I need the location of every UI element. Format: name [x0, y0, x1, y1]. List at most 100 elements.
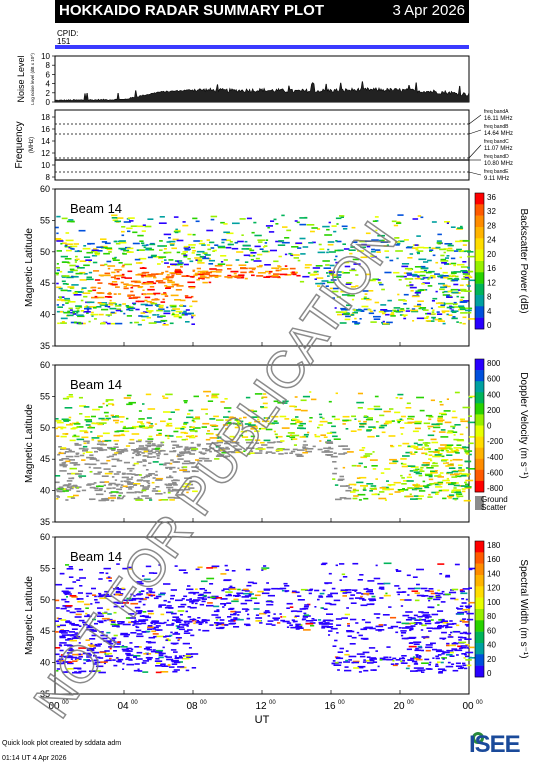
colorbar-segment: [475, 238, 484, 250]
freq-band-freq: 11.07 MHz: [484, 146, 513, 152]
lat-ytick-label: 40: [40, 486, 50, 496]
lat-ytick-label: 55: [40, 215, 50, 225]
scatter-cells: [55, 390, 476, 502]
colorbar-segment: [475, 643, 484, 655]
scatter-cells: [55, 214, 476, 326]
colorbar-tick-label: 0: [487, 422, 492, 431]
colorbar-segment: [475, 480, 484, 493]
colorbar-segment: [475, 654, 484, 666]
colorbar-tick-label: 600: [487, 375, 501, 384]
lat-ytick-label: 60: [40, 184, 50, 194]
colorbar-tick-label: 20: [487, 655, 496, 664]
x-tick-sup: 00: [269, 700, 276, 706]
x-tick-label: 04: [117, 701, 129, 712]
isee-logo-text: ISEE: [469, 731, 521, 758]
noise-ylabel: Noise Level: [16, 55, 26, 102]
lat-ytick-label: 60: [40, 360, 50, 370]
freq-band-name: freq bandC: [484, 139, 509, 145]
colorbar-tick-label: -800: [487, 484, 504, 493]
lat-ytick-label: 45: [40, 626, 50, 636]
freq-ytick-label: 16: [41, 125, 50, 134]
colorbar-segment: [475, 458, 484, 471]
colorbar-tick-label: 12: [487, 278, 496, 287]
x-tick-sup: 00: [200, 700, 207, 706]
colorbar-segment: [475, 249, 484, 262]
colorbar-segment: [475, 541, 484, 553]
colorbar-label: Spectral Width (m s⁻¹): [518, 559, 529, 658]
lat-ytick-label: 35: [40, 341, 50, 351]
lat-ytick-label: 50: [40, 247, 50, 257]
colorbar-label: Backscatter Power (dB): [518, 208, 529, 313]
colorbar-segment: [475, 620, 484, 632]
colorbar-tick-label: 36: [487, 193, 496, 202]
freq-band-freq: 9.11 MHz: [484, 176, 509, 182]
cpid-value: 151: [57, 37, 71, 46]
noise-ytick-label: 4: [46, 80, 51, 89]
colorbar-segment: [475, 552, 484, 564]
freq-band-name: freq bandE: [484, 169, 509, 175]
freq-band-name: freq bandB: [484, 124, 509, 130]
colorbar-tick-label: 24: [487, 236, 496, 245]
colorbar-tick-label: 8: [487, 293, 492, 302]
freq-ytick-label: 14: [41, 137, 50, 146]
frequency-panel: 18 16 14 12 10 8 Frequency (MHz) freq bandA16…: [14, 109, 513, 182]
colorbar-segment: [475, 272, 484, 284]
colorbar-tick-label: 180: [487, 541, 501, 550]
colorbar-segment: [475, 283, 484, 296]
x-axis-label: UT: [255, 714, 270, 726]
colorbar-segment: [475, 631, 484, 644]
colorbar-tick-label: 200: [487, 406, 501, 415]
colorbar-tick-label: 160: [487, 555, 501, 564]
colorbar-segment: [475, 575, 484, 587]
colorbar-tick-label: 16: [487, 264, 496, 273]
x-tick-label: 08: [186, 701, 198, 712]
freq-ytick-label: 8: [46, 173, 51, 182]
lat-ytick-label: 45: [40, 454, 50, 464]
colorbar-tick-label: 28: [487, 221, 496, 230]
plot-title: HOKKAIDO RADAR SUMMARY PLOT: [59, 2, 324, 19]
ground-scatter-label-2: Scatter: [481, 503, 507, 512]
footer-credit: Quick look plot created by sddata adm: [2, 740, 121, 747]
colorbar-segment: [475, 359, 484, 371]
freq-band-freq: 14.64 MHz: [484, 131, 513, 137]
ground-scatter-swatch: [475, 496, 484, 510]
ground-scatter-label: Ground: [481, 495, 508, 504]
colorbar-segment: [475, 436, 484, 448]
freq-ytick-label: 12: [41, 149, 50, 158]
colorbar-segment: [475, 227, 484, 239]
colorbar-segment: [475, 261, 484, 273]
noise-level-fill: [55, 81, 469, 102]
lat-ytick-label: 55: [40, 391, 50, 401]
colorbar-segment: [475, 370, 484, 382]
colorbar-tick-label: 800: [487, 359, 501, 368]
freq-ytick-label: 10: [41, 161, 50, 170]
colorbar-segment: [475, 193, 484, 205]
colorbar-segment: [475, 204, 484, 216]
lat-ytick-label: 60: [40, 532, 50, 542]
beam-label: Beam 14: [70, 377, 122, 392]
freq-band-leader: [468, 144, 482, 159]
colorbar-tick-label: -200: [487, 437, 504, 446]
data-panel-2: 60 55 50 45 40 35 Magnetic Latitude Beam 14 800 6…: [24, 358, 529, 527]
lat-ytick-label: 40: [40, 658, 50, 668]
x-tick-sup: 00: [62, 700, 69, 706]
x-tick-label: 20: [393, 701, 405, 712]
colorbar-segment: [475, 609, 484, 621]
lat-ytick-label: 35: [40, 517, 50, 527]
colorbar-tick-label: 20: [487, 250, 496, 259]
freq-band-leader: [468, 129, 482, 135]
footer-time: 01:14 UT 4 Apr 2026: [2, 755, 67, 762]
freq-band-name: freq bandA: [484, 109, 509, 115]
x-tick-label: 00: [462, 701, 474, 712]
x-tick-sup: 00: [407, 700, 414, 706]
noise-ytick-label: 10: [41, 52, 50, 61]
noise-ytick-label: 6: [46, 70, 51, 79]
lat-ytick-label: 40: [40, 310, 50, 320]
lat-ytick-label: 55: [40, 563, 50, 573]
freq-ylabel-unit: (MHz): [29, 137, 35, 153]
x-tick-label: 00: [48, 701, 60, 712]
plot-date: 3 Apr 2026: [392, 2, 465, 19]
freq-ylabel: Frequency: [14, 121, 25, 168]
freq-ytick-label: 18: [41, 113, 50, 122]
